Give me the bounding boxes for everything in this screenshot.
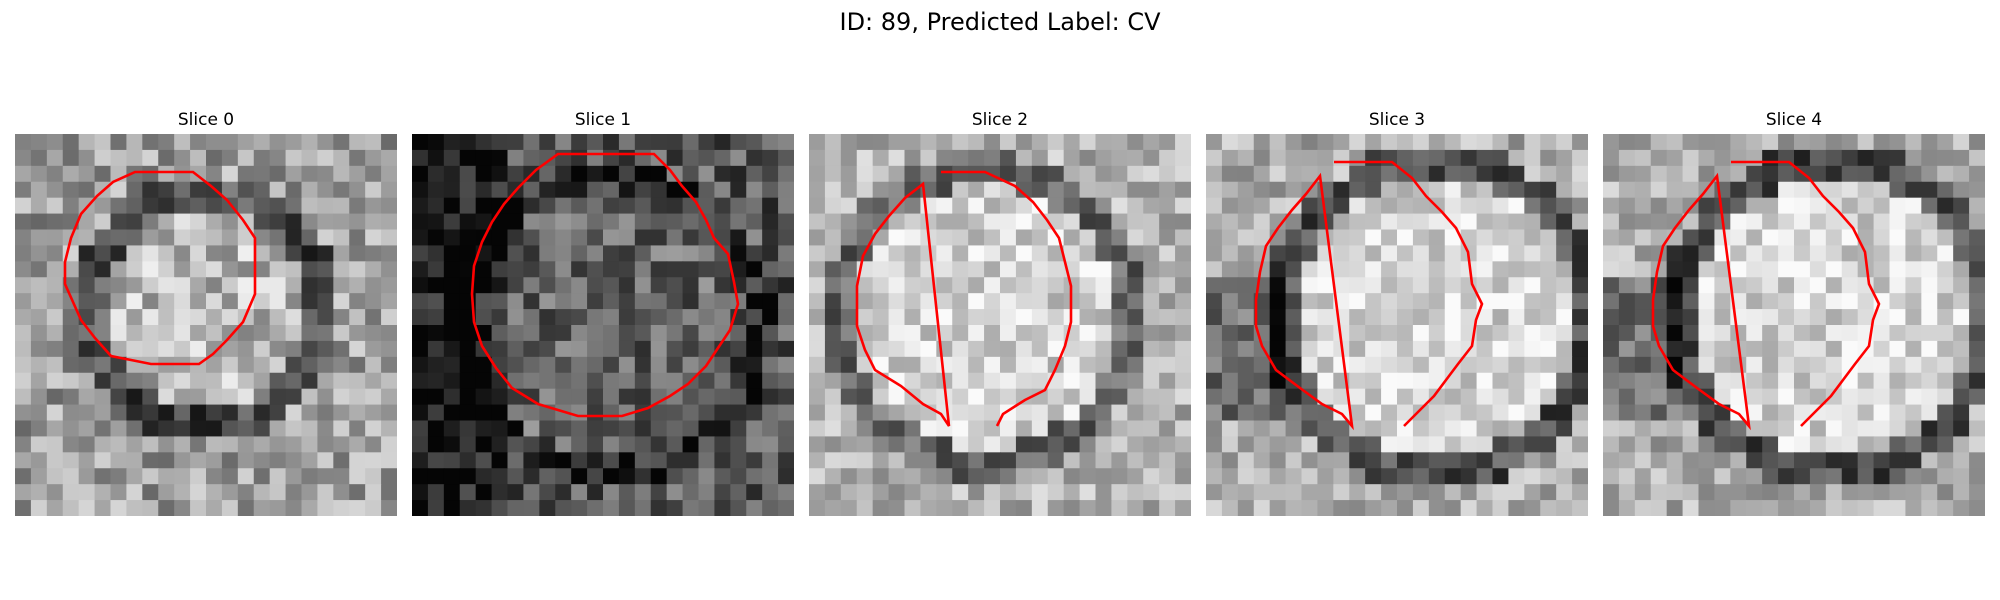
segmentation-contour bbox=[470, 152, 740, 418]
slice-panel-4: Slice 4 bbox=[1603, 110, 1985, 516]
slice-panel-0: Slice 0 bbox=[15, 110, 397, 516]
figure-title: ID: 89, Predicted Label: CV bbox=[839, 8, 1161, 36]
segmentation-contour bbox=[855, 170, 1073, 427]
slice-image-2 bbox=[809, 134, 1191, 516]
segmentation-contour bbox=[63, 170, 257, 366]
slice-title-3: Slice 3 bbox=[1368, 110, 1426, 130]
slice-pixels bbox=[1603, 134, 1985, 516]
slice-panel-1: Slice 1 bbox=[412, 110, 794, 516]
slice-pixels bbox=[1206, 134, 1588, 516]
slice-title-2: Slice 2 bbox=[971, 110, 1029, 130]
slice-title-1: Slice 1 bbox=[574, 110, 632, 130]
slice-panel-2: Slice 2 bbox=[809, 110, 1191, 516]
slice-image-1 bbox=[412, 134, 794, 516]
slice-title-0: Slice 0 bbox=[177, 110, 235, 130]
slice-title-4: Slice 4 bbox=[1765, 110, 1823, 130]
segmentation-contour bbox=[1651, 160, 1881, 431]
slice-image-0 bbox=[15, 134, 397, 516]
slice-pixels bbox=[15, 134, 397, 516]
slice-image-4 bbox=[1603, 134, 1985, 516]
slice-pixels bbox=[809, 134, 1191, 516]
slice-pixels bbox=[412, 134, 794, 516]
slice-image-3 bbox=[1206, 134, 1588, 516]
segmentation-contour bbox=[1254, 160, 1484, 431]
slice-panel-3: Slice 3 bbox=[1206, 110, 1588, 516]
